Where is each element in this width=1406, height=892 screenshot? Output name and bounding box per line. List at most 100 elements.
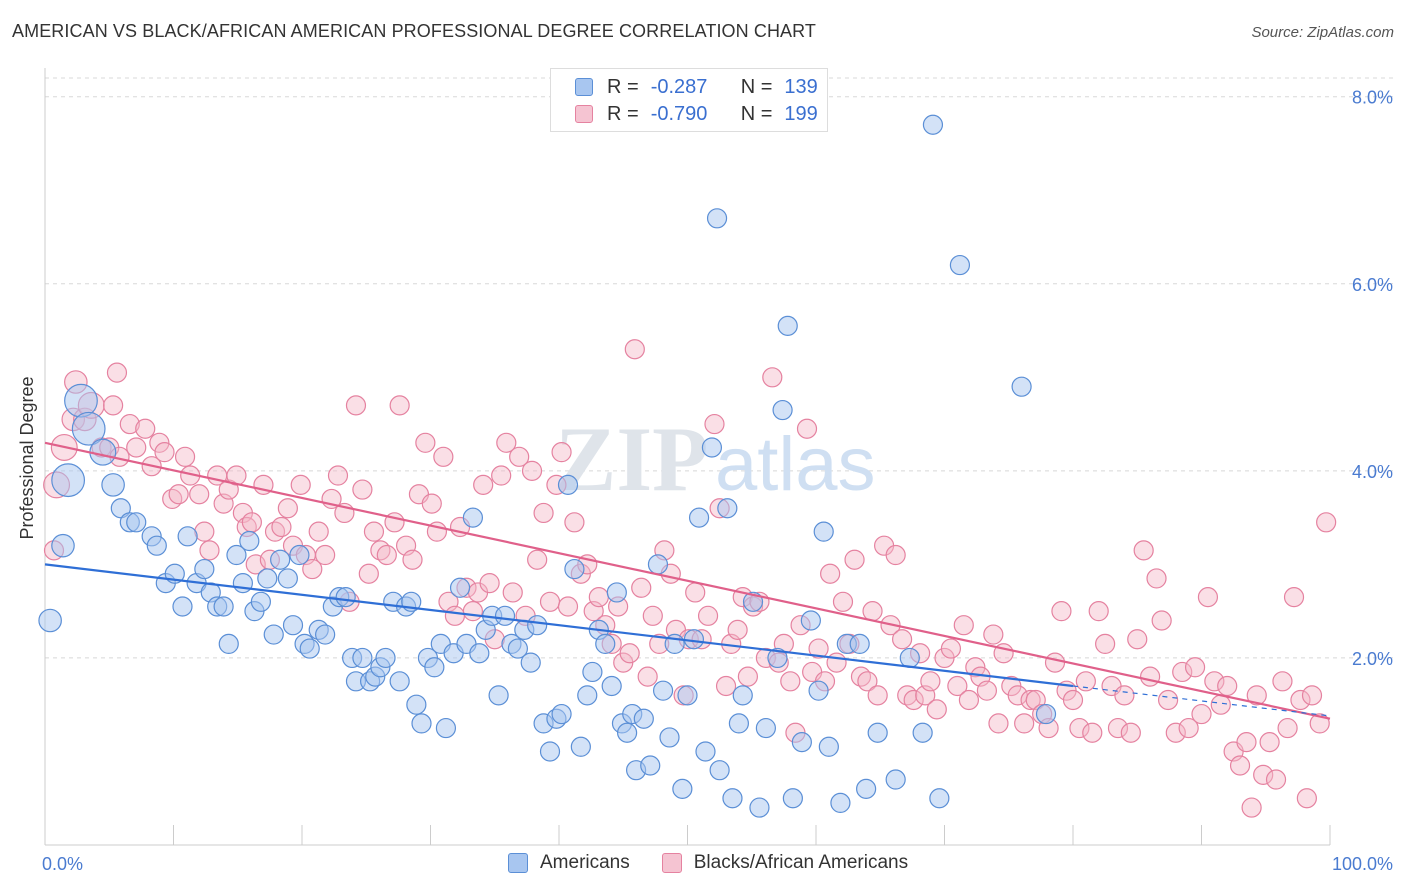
data-point: [172, 596, 193, 617]
data-point: [695, 741, 716, 762]
data-point: [564, 512, 585, 533]
data-point: [818, 736, 839, 757]
data-point: [1253, 764, 1274, 785]
data-point: [277, 568, 298, 589]
data-point: [588, 587, 609, 608]
bottom-legend-americans: Americans: [508, 852, 630, 874]
data-point: [1088, 601, 1109, 622]
axes: [44, 68, 1331, 846]
data-point: [1191, 703, 1212, 725]
data-point: [1210, 694, 1231, 715]
data-point: [601, 675, 622, 697]
legend-r-label: R =: [607, 75, 639, 98]
tick-labels: 2.0% 4.0% 6.0% 8.0% 0.0% 100.0%: [42, 88, 1393, 874]
data-point: [595, 633, 616, 654]
legend-r-value: -0.287: [650, 75, 708, 98]
data-point: [820, 563, 841, 584]
data-point: [672, 778, 693, 799]
series-americans-points: [38, 114, 1057, 818]
data-point: [633, 708, 654, 729]
data-point: [891, 629, 913, 650]
data-point: [539, 741, 561, 762]
data-point: [462, 507, 484, 528]
bottom-legend-label-blacks: Blacks/African Americans: [693, 852, 909, 873]
data-point: [358, 563, 379, 584]
data-point: [606, 582, 627, 603]
y-axis-label: Professional Degree: [17, 376, 37, 539]
legend-swatch-blacks: [575, 105, 593, 123]
data-point: [1265, 769, 1287, 790]
data-point: [289, 544, 310, 566]
data-point: [856, 778, 877, 799]
data-point: [1241, 797, 1262, 818]
data-point: [1069, 717, 1090, 739]
data-point: [727, 619, 748, 640]
data-point: [1062, 689, 1084, 711]
legend-swatch-americans: [575, 78, 593, 96]
data-point: [308, 521, 329, 542]
data-point: [1035, 703, 1057, 725]
data-point: [71, 411, 106, 446]
data-point: [1301, 685, 1323, 706]
data-point: [717, 498, 738, 519]
data-point: [922, 114, 944, 135]
data-point: [533, 502, 554, 524]
data-point: [64, 383, 98, 418]
data-point: [1146, 568, 1167, 589]
data-point: [479, 572, 500, 594]
data-point: [1082, 722, 1103, 743]
data-point: [299, 638, 320, 659]
data-point: [808, 638, 829, 659]
y-tick-label: 6.0%: [1352, 275, 1393, 295]
data-point: [315, 544, 336, 566]
data-point: [1277, 717, 1298, 739]
data-point: [469, 643, 490, 664]
data-point: [885, 769, 906, 790]
data-point: [582, 661, 603, 683]
data-point: [232, 572, 253, 594]
data-point: [564, 558, 585, 580]
data-point: [149, 432, 170, 453]
data-point: [862, 601, 883, 622]
data-point: [683, 629, 705, 650]
data-point: [375, 647, 396, 669]
data-point: [277, 498, 298, 519]
data-point: [1272, 671, 1293, 692]
data-point: [557, 596, 579, 617]
data-point: [101, 473, 125, 497]
data-point: [749, 797, 770, 818]
data-point: [849, 633, 870, 654]
data-point: [241, 512, 262, 533]
data-point: [1184, 657, 1206, 678]
x-tick-label: 0.0%: [42, 854, 83, 874]
data-point: [704, 413, 725, 435]
data-point: [290, 474, 311, 495]
data-point: [1014, 713, 1035, 734]
data-point: [830, 792, 851, 814]
data-point: [1020, 689, 1041, 711]
data-point: [983, 624, 1004, 645]
data-point: [51, 463, 86, 498]
data-point: [194, 558, 215, 580]
data-point: [570, 736, 591, 757]
data-point: [257, 568, 278, 589]
data-point: [1151, 610, 1172, 631]
data-point: [912, 722, 933, 743]
data-point: [777, 315, 798, 336]
data-point: [539, 591, 561, 612]
legend-row-americans: R = -0.287 N = 139: [575, 76, 818, 98]
data-point: [857, 671, 878, 692]
data-point: [435, 717, 457, 739]
data-point: [1095, 633, 1116, 654]
trend-line-blacks: [44, 441, 1331, 720]
data-point: [899, 647, 920, 669]
y-tick-label: 4.0%: [1352, 462, 1393, 482]
data-point: [282, 615, 304, 636]
data-point: [315, 624, 336, 645]
data-point: [1296, 788, 1317, 809]
data-point: [1133, 540, 1154, 561]
data-point: [1051, 601, 1072, 622]
data-point: [772, 399, 793, 421]
data-point: [706, 208, 728, 229]
data-point: [688, 507, 710, 528]
